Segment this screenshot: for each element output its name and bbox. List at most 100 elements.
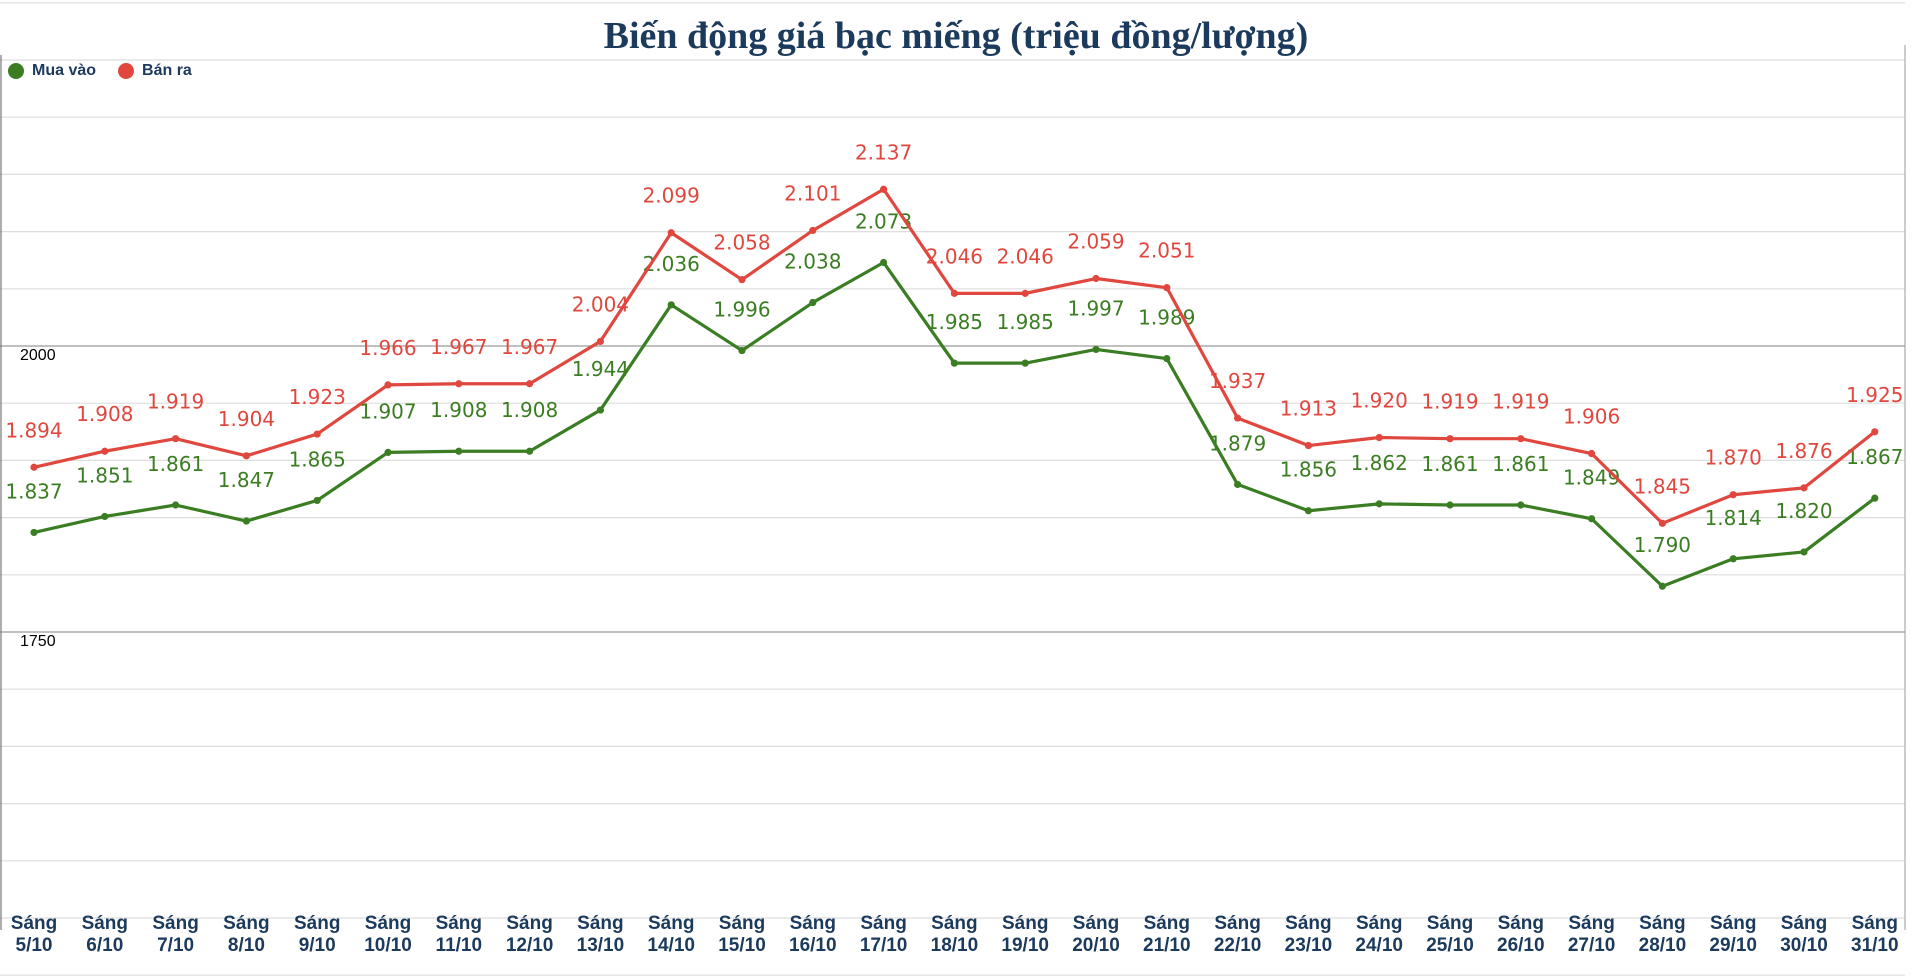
point-sell-4 xyxy=(313,430,321,438)
legend-entry-sell[interactable]: Bán ra xyxy=(118,62,192,80)
data-label-sell-8: 2.004 xyxy=(572,292,629,316)
data-label-sell-22: 1.906 xyxy=(1563,405,1620,429)
data-label-sell-1: 1.908 xyxy=(76,402,133,426)
data-label-sell-17: 1.937 xyxy=(1209,369,1266,393)
point-sell-7 xyxy=(526,380,534,388)
data-label-sell-20: 1.919 xyxy=(1421,390,1478,414)
data-label-buy-13: 1.985 xyxy=(926,310,983,334)
legend-label-sell: Bán ra xyxy=(142,62,192,79)
point-sell-20 xyxy=(1446,435,1454,443)
data-label-sell-26: 1.925 xyxy=(1846,383,1903,407)
data-label-buy-25: 1.820 xyxy=(1775,499,1832,523)
x-tick-label-1: Sáng 6/10 xyxy=(82,913,128,956)
data-label-sell-9: 2.099 xyxy=(643,184,700,208)
x-tick-label-11: Sáng 16/10 xyxy=(789,913,837,956)
data-label-buy-21: 1.861 xyxy=(1492,452,1549,476)
data-label-buy-6: 1.908 xyxy=(430,398,487,422)
data-label-buy-7: 1.908 xyxy=(501,398,558,422)
x-tick-label-22: Sáng 27/10 xyxy=(1568,913,1616,956)
data-label-buy-19: 1.862 xyxy=(1351,451,1408,475)
data-label-buy-0: 1.837 xyxy=(5,479,62,503)
point-buy-12 xyxy=(880,258,888,267)
data-label-sell-19: 1.920 xyxy=(1351,389,1408,413)
x-tick-label-15: Sáng 20/10 xyxy=(1072,913,1120,956)
point-buy-19 xyxy=(1375,500,1383,508)
x-tick-label-6: Sáng 11/10 xyxy=(436,913,483,956)
point-sell-13 xyxy=(950,289,959,297)
x-tick-label-12: Sáng 17/10 xyxy=(860,913,908,956)
point-buy-24 xyxy=(1729,555,1737,563)
point-sell-19 xyxy=(1375,433,1383,442)
point-buy-14 xyxy=(1021,359,1029,367)
x-tick-label-8: Sáng 13/10 xyxy=(577,913,625,956)
point-buy-16 xyxy=(1163,354,1171,363)
data-label-sell-16: 2.051 xyxy=(1138,239,1195,263)
point-buy-5 xyxy=(384,448,392,456)
data-label-buy-18: 1.856 xyxy=(1280,458,1337,482)
point-sell-5 xyxy=(384,381,392,389)
data-label-sell-14: 2.046 xyxy=(997,244,1054,268)
x-tick-label-18: Sáng 23/10 xyxy=(1285,913,1333,956)
data-label-buy-24: 1.814 xyxy=(1705,506,1762,530)
point-sell-11 xyxy=(809,226,817,235)
x-tick-label-26: Sáng 31/10 xyxy=(1851,913,1899,956)
x-tick-label-2: Sáng 7/10 xyxy=(152,913,198,956)
data-label-buy-14: 1.985 xyxy=(997,310,1054,334)
point-sell-12 xyxy=(880,185,888,193)
point-sell-26 xyxy=(1871,428,1879,436)
data-label-sell-4: 1.923 xyxy=(289,385,346,409)
point-buy-2 xyxy=(172,501,180,509)
point-sell-21 xyxy=(1517,435,1525,443)
point-buy-11 xyxy=(809,298,817,307)
data-label-sell-6: 1.967 xyxy=(430,335,487,359)
point-sell-2 xyxy=(172,435,180,443)
data-label-sell-23: 1.845 xyxy=(1634,474,1691,498)
y-tick-label-2000: 2000 xyxy=(20,347,56,364)
point-buy-23 xyxy=(1658,582,1666,590)
point-buy-8 xyxy=(596,406,605,414)
x-tick-label-21: Sáng 26/10 xyxy=(1497,913,1545,956)
data-label-buy-22: 1.849 xyxy=(1563,466,1620,490)
x-tick-label-0: Sáng 5/10 xyxy=(11,913,57,956)
data-label-buy-10: 1.996 xyxy=(713,298,770,322)
x-tick-label-16: Sáng 21/10 xyxy=(1143,913,1191,956)
data-label-sell-13: 2.046 xyxy=(926,244,983,268)
data-label-buy-1: 1.851 xyxy=(76,463,133,487)
data-label-buy-2: 1.861 xyxy=(147,452,204,476)
chart-title: Biến động giá bạc miếng (triệu đồng/lượn… xyxy=(603,15,1309,57)
data-label-sell-21: 1.919 xyxy=(1492,390,1549,414)
data-label-sell-25: 1.876 xyxy=(1775,439,1832,463)
point-buy-21 xyxy=(1517,501,1525,509)
x-tick-label-20: Sáng 25/10 xyxy=(1426,913,1474,956)
data-label-buy-4: 1.865 xyxy=(289,447,346,471)
data-label-sell-10: 2.058 xyxy=(713,231,770,255)
point-sell-3 xyxy=(242,452,250,460)
point-sell-8 xyxy=(596,337,605,346)
x-tick-label-14: Sáng 19/10 xyxy=(1001,913,1049,956)
point-buy-25 xyxy=(1800,548,1808,556)
point-buy-0 xyxy=(30,528,38,537)
legend-dot-sell xyxy=(118,63,135,79)
point-sell-17 xyxy=(1234,414,1242,422)
x-tick-label-9: Sáng 14/10 xyxy=(647,913,695,956)
data-label-sell-18: 1.913 xyxy=(1280,397,1337,421)
data-label-buy-15: 1.997 xyxy=(1067,296,1124,320)
data-label-buy-5: 1.907 xyxy=(359,399,416,423)
data-label-sell-15: 2.059 xyxy=(1067,230,1124,254)
data-label-buy-8: 1.944 xyxy=(572,357,629,381)
point-buy-10 xyxy=(738,346,746,355)
x-tick-label-4: Sáng 9/10 xyxy=(294,913,340,956)
x-tick-label-3: Sáng 8/10 xyxy=(223,913,269,956)
data-label-sell-7: 1.967 xyxy=(501,335,558,359)
point-buy-9 xyxy=(667,301,675,309)
data-label-buy-3: 1.847 xyxy=(218,468,275,492)
point-buy-3 xyxy=(242,517,250,525)
x-tick-label-25: Sáng 30/10 xyxy=(1780,913,1828,956)
data-label-sell-11: 2.101 xyxy=(784,181,841,205)
point-sell-18 xyxy=(1304,441,1312,450)
legend-entry-buy[interactable]: Mua vào xyxy=(8,62,96,80)
point-sell-1 xyxy=(101,447,109,455)
data-label-buy-12: 2.073 xyxy=(855,209,912,233)
point-sell-16 xyxy=(1163,284,1171,292)
x-tick-label-13: Sáng 18/10 xyxy=(931,913,979,956)
